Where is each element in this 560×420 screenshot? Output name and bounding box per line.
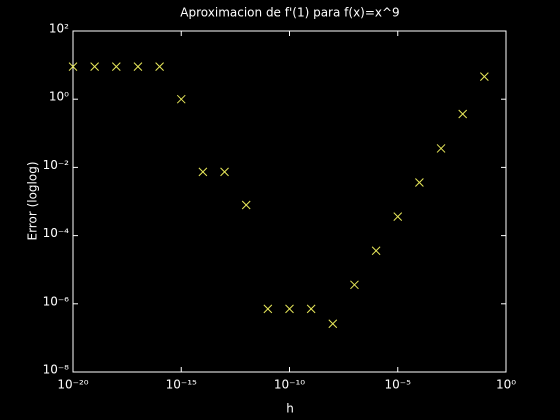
marker-stroke: [155, 62, 164, 72]
marker-stroke: [306, 304, 316, 314]
marker: [371, 246, 381, 256]
marker: [90, 62, 100, 72]
marker: [328, 319, 338, 329]
marker-stroke: [68, 62, 78, 72]
marker-stroke: [393, 212, 403, 221]
marker-stroke: [479, 72, 489, 82]
y-tick-label: 10²: [49, 22, 69, 36]
x-tick-label: 10⁰: [496, 378, 516, 392]
y-tick-label: 10⁻⁶: [43, 294, 70, 308]
y-tick-label: 10⁰: [49, 90, 69, 104]
marker: [155, 62, 164, 72]
marker: [220, 167, 229, 177]
y-axis-label: Error (loglog): [26, 161, 40, 240]
marker: [393, 212, 403, 221]
marker: [241, 200, 251, 210]
y-tick-label: 10⁻⁸: [43, 363, 70, 377]
marker: [306, 304, 316, 314]
marker: [436, 144, 446, 153]
marker: [479, 72, 489, 82]
marker-stroke: [415, 178, 424, 187]
marker-stroke: [371, 246, 381, 256]
x-tick-label: 10⁻¹⁰: [274, 378, 305, 392]
marker-stroke: [241, 200, 251, 210]
marker-stroke: [263, 304, 273, 314]
y-tick-label: 10⁻²: [43, 158, 70, 172]
marker-stroke: [198, 167, 208, 177]
marker: [350, 280, 359, 290]
marker-stroke: [176, 94, 186, 104]
marker: [415, 178, 424, 187]
marker-stroke: [285, 304, 294, 314]
marker: [458, 109, 468, 119]
marker-stroke: [111, 62, 121, 72]
marker: [111, 62, 121, 72]
marker: [176, 94, 186, 104]
x-tick-label: 10⁻²⁰: [57, 378, 88, 392]
marker: [133, 62, 143, 72]
marker: [263, 304, 273, 314]
x-tick-label: 10⁻⁵: [385, 378, 412, 392]
marker-stroke: [133, 62, 143, 72]
x-axis-label: h: [286, 402, 294, 416]
marker: [285, 304, 294, 314]
marker-stroke: [328, 319, 338, 329]
x-tick-label: 10⁻¹⁵: [166, 378, 197, 392]
marker-stroke: [90, 62, 100, 72]
marker: [68, 62, 78, 72]
marker-stroke: [350, 280, 359, 290]
marker-stroke: [220, 167, 229, 177]
marker-stroke: [458, 109, 468, 119]
plot-area: [72, 30, 507, 373]
chart-title: Aproximacion de f'(1) para f(x)=x^9: [180, 6, 399, 20]
marker: [198, 167, 208, 177]
marker-stroke: [436, 144, 446, 153]
y-tick-label: 10⁻⁴: [43, 226, 70, 240]
